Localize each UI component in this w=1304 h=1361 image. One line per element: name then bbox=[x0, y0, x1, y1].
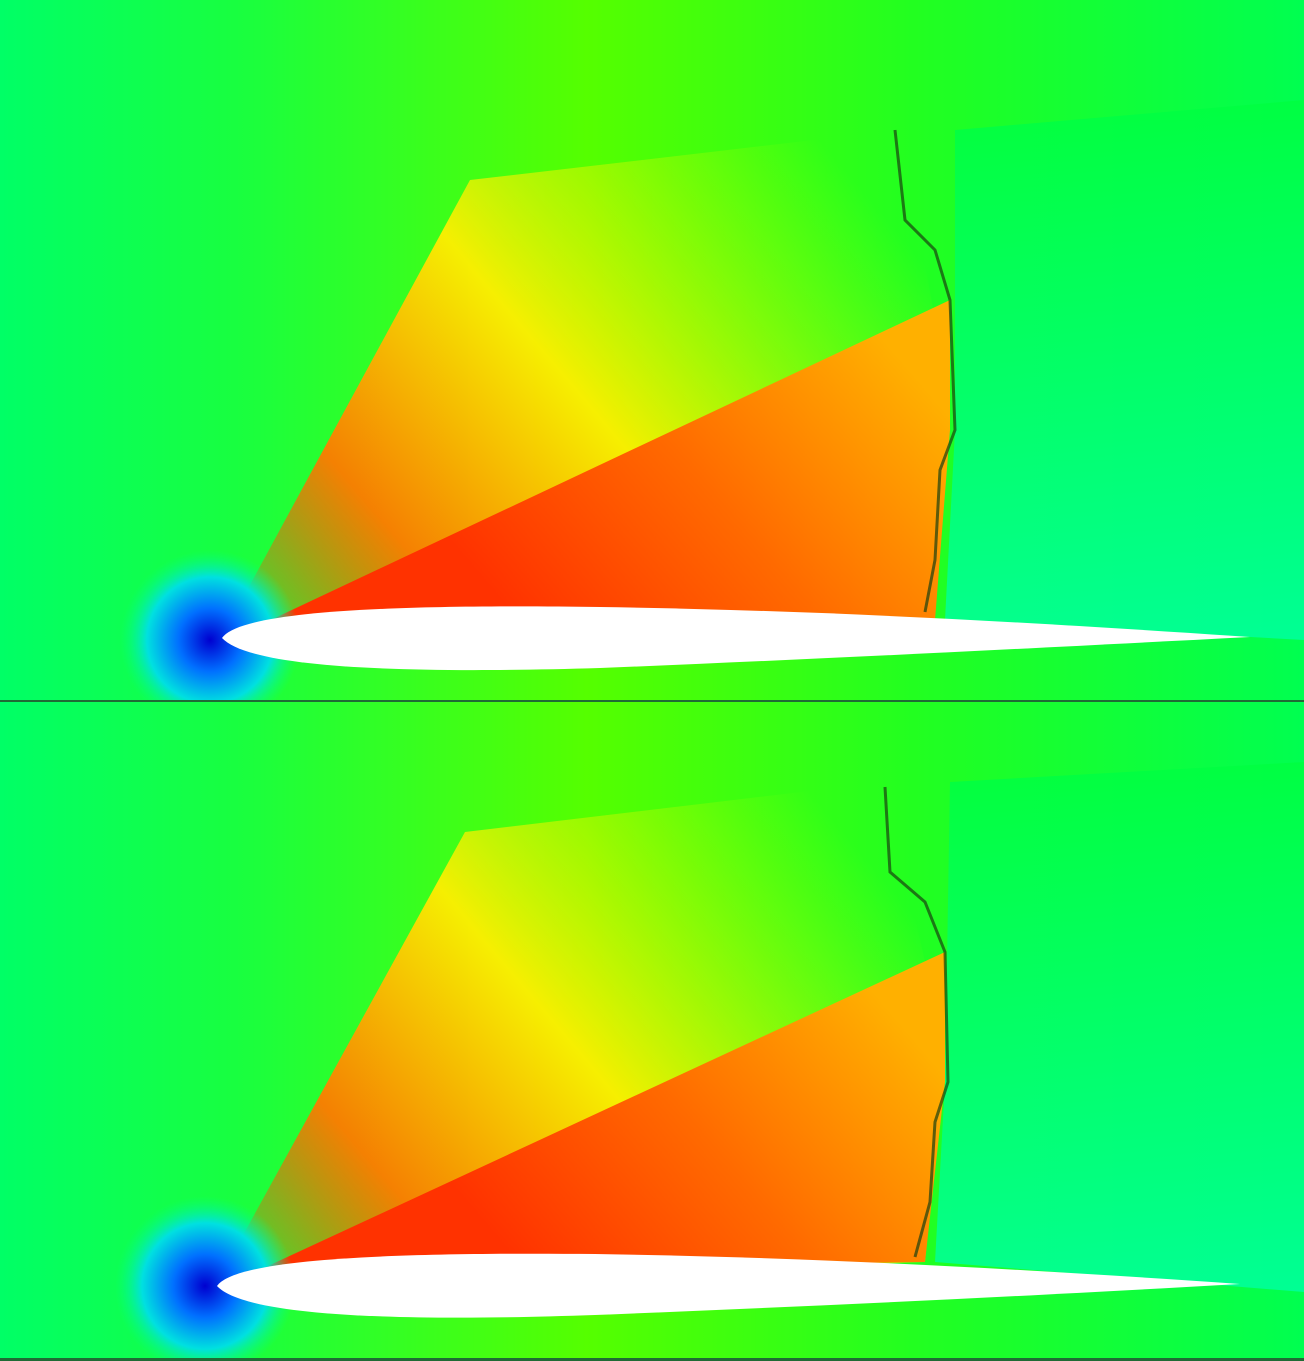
top-airfoil bbox=[222, 606, 1250, 671]
top-contour-panel bbox=[0, 0, 1304, 700]
bottom-border bbox=[0, 1358, 1304, 1361]
bottom-contour-panel bbox=[0, 702, 1304, 1358]
top-post-shock-region bbox=[945, 100, 1304, 640]
bottom-shock-line bbox=[883, 786, 950, 1258]
bottom-post-shock-region bbox=[935, 762, 1304, 1292]
bottom-stagnation-point bbox=[115, 1196, 295, 1358]
top-high-pressure-region bbox=[260, 300, 950, 625]
top-stagnation-point bbox=[120, 550, 300, 700]
top-contour-plot bbox=[0, 0, 1304, 700]
bottom-high-pressure-region bbox=[255, 952, 945, 1272]
bottom-contour-plot bbox=[0, 702, 1304, 1358]
top-shock-line bbox=[893, 129, 957, 613]
bottom-airfoil bbox=[217, 1253, 1240, 1318]
